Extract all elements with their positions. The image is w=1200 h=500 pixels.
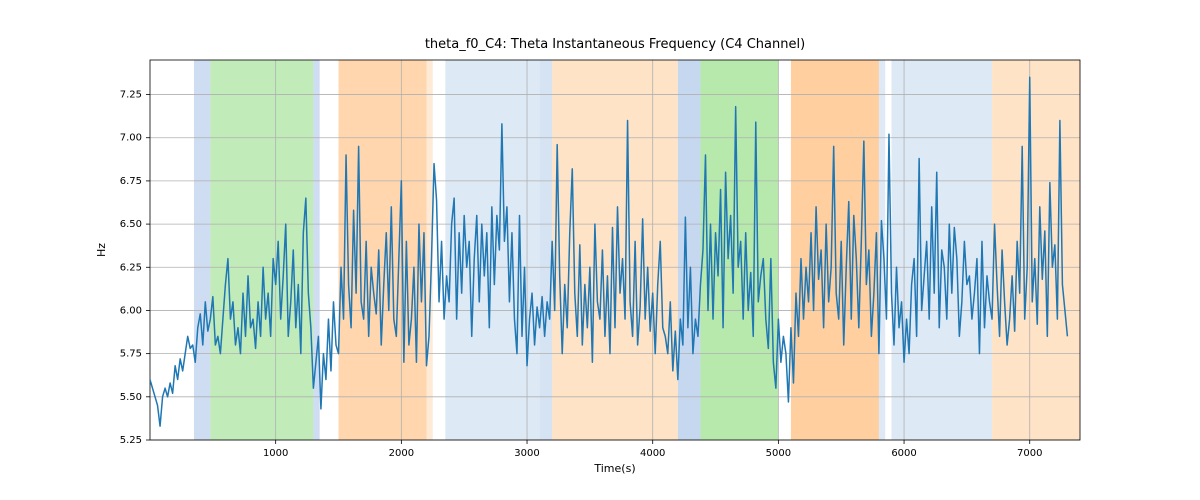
chart-container: theta_f0_C4: Theta Instantaneous Frequen…	[0, 0, 1200, 500]
svg-text:6000: 6000	[891, 448, 916, 459]
svg-text:5.50: 5.50	[120, 392, 142, 403]
svg-text:1000: 1000	[263, 448, 288, 459]
svg-text:5000: 5000	[766, 448, 791, 459]
svg-text:6.75: 6.75	[120, 176, 142, 187]
svg-text:5.25: 5.25	[120, 435, 142, 446]
x-axis-label: Time(s)	[593, 462, 635, 475]
y-ticks: 5.25 5.50 5.75 6.00 6.25 6.50 6.75 7.00 7.25	[120, 90, 150, 446]
svg-text:7.00: 7.00	[120, 133, 142, 144]
background-bands	[194, 60, 1080, 440]
svg-text:7.25: 7.25	[120, 90, 142, 101]
svg-text:2000: 2000	[389, 448, 414, 459]
svg-text:5.75: 5.75	[120, 349, 142, 360]
x-ticks: 1000 2000 3000 4000 5000 6000 7000	[263, 440, 1043, 459]
line-chart: theta_f0_C4: Theta Instantaneous Frequen…	[0, 0, 1200, 500]
svg-text:7000: 7000	[1017, 448, 1042, 459]
svg-text:3000: 3000	[514, 448, 539, 459]
chart-title: theta_f0_C4: Theta Instantaneous Frequen…	[425, 37, 805, 52]
svg-text:6.00: 6.00	[120, 305, 142, 316]
y-axis-label: Hz	[95, 243, 108, 257]
svg-text:6.25: 6.25	[120, 262, 142, 273]
svg-text:4000: 4000	[640, 448, 665, 459]
svg-text:6.50: 6.50	[120, 219, 142, 230]
